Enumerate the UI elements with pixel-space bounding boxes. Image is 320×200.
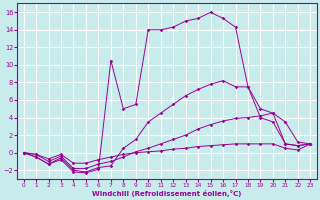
X-axis label: Windchill (Refroidissement éolien,°C): Windchill (Refroidissement éolien,°C) (92, 190, 242, 197)
